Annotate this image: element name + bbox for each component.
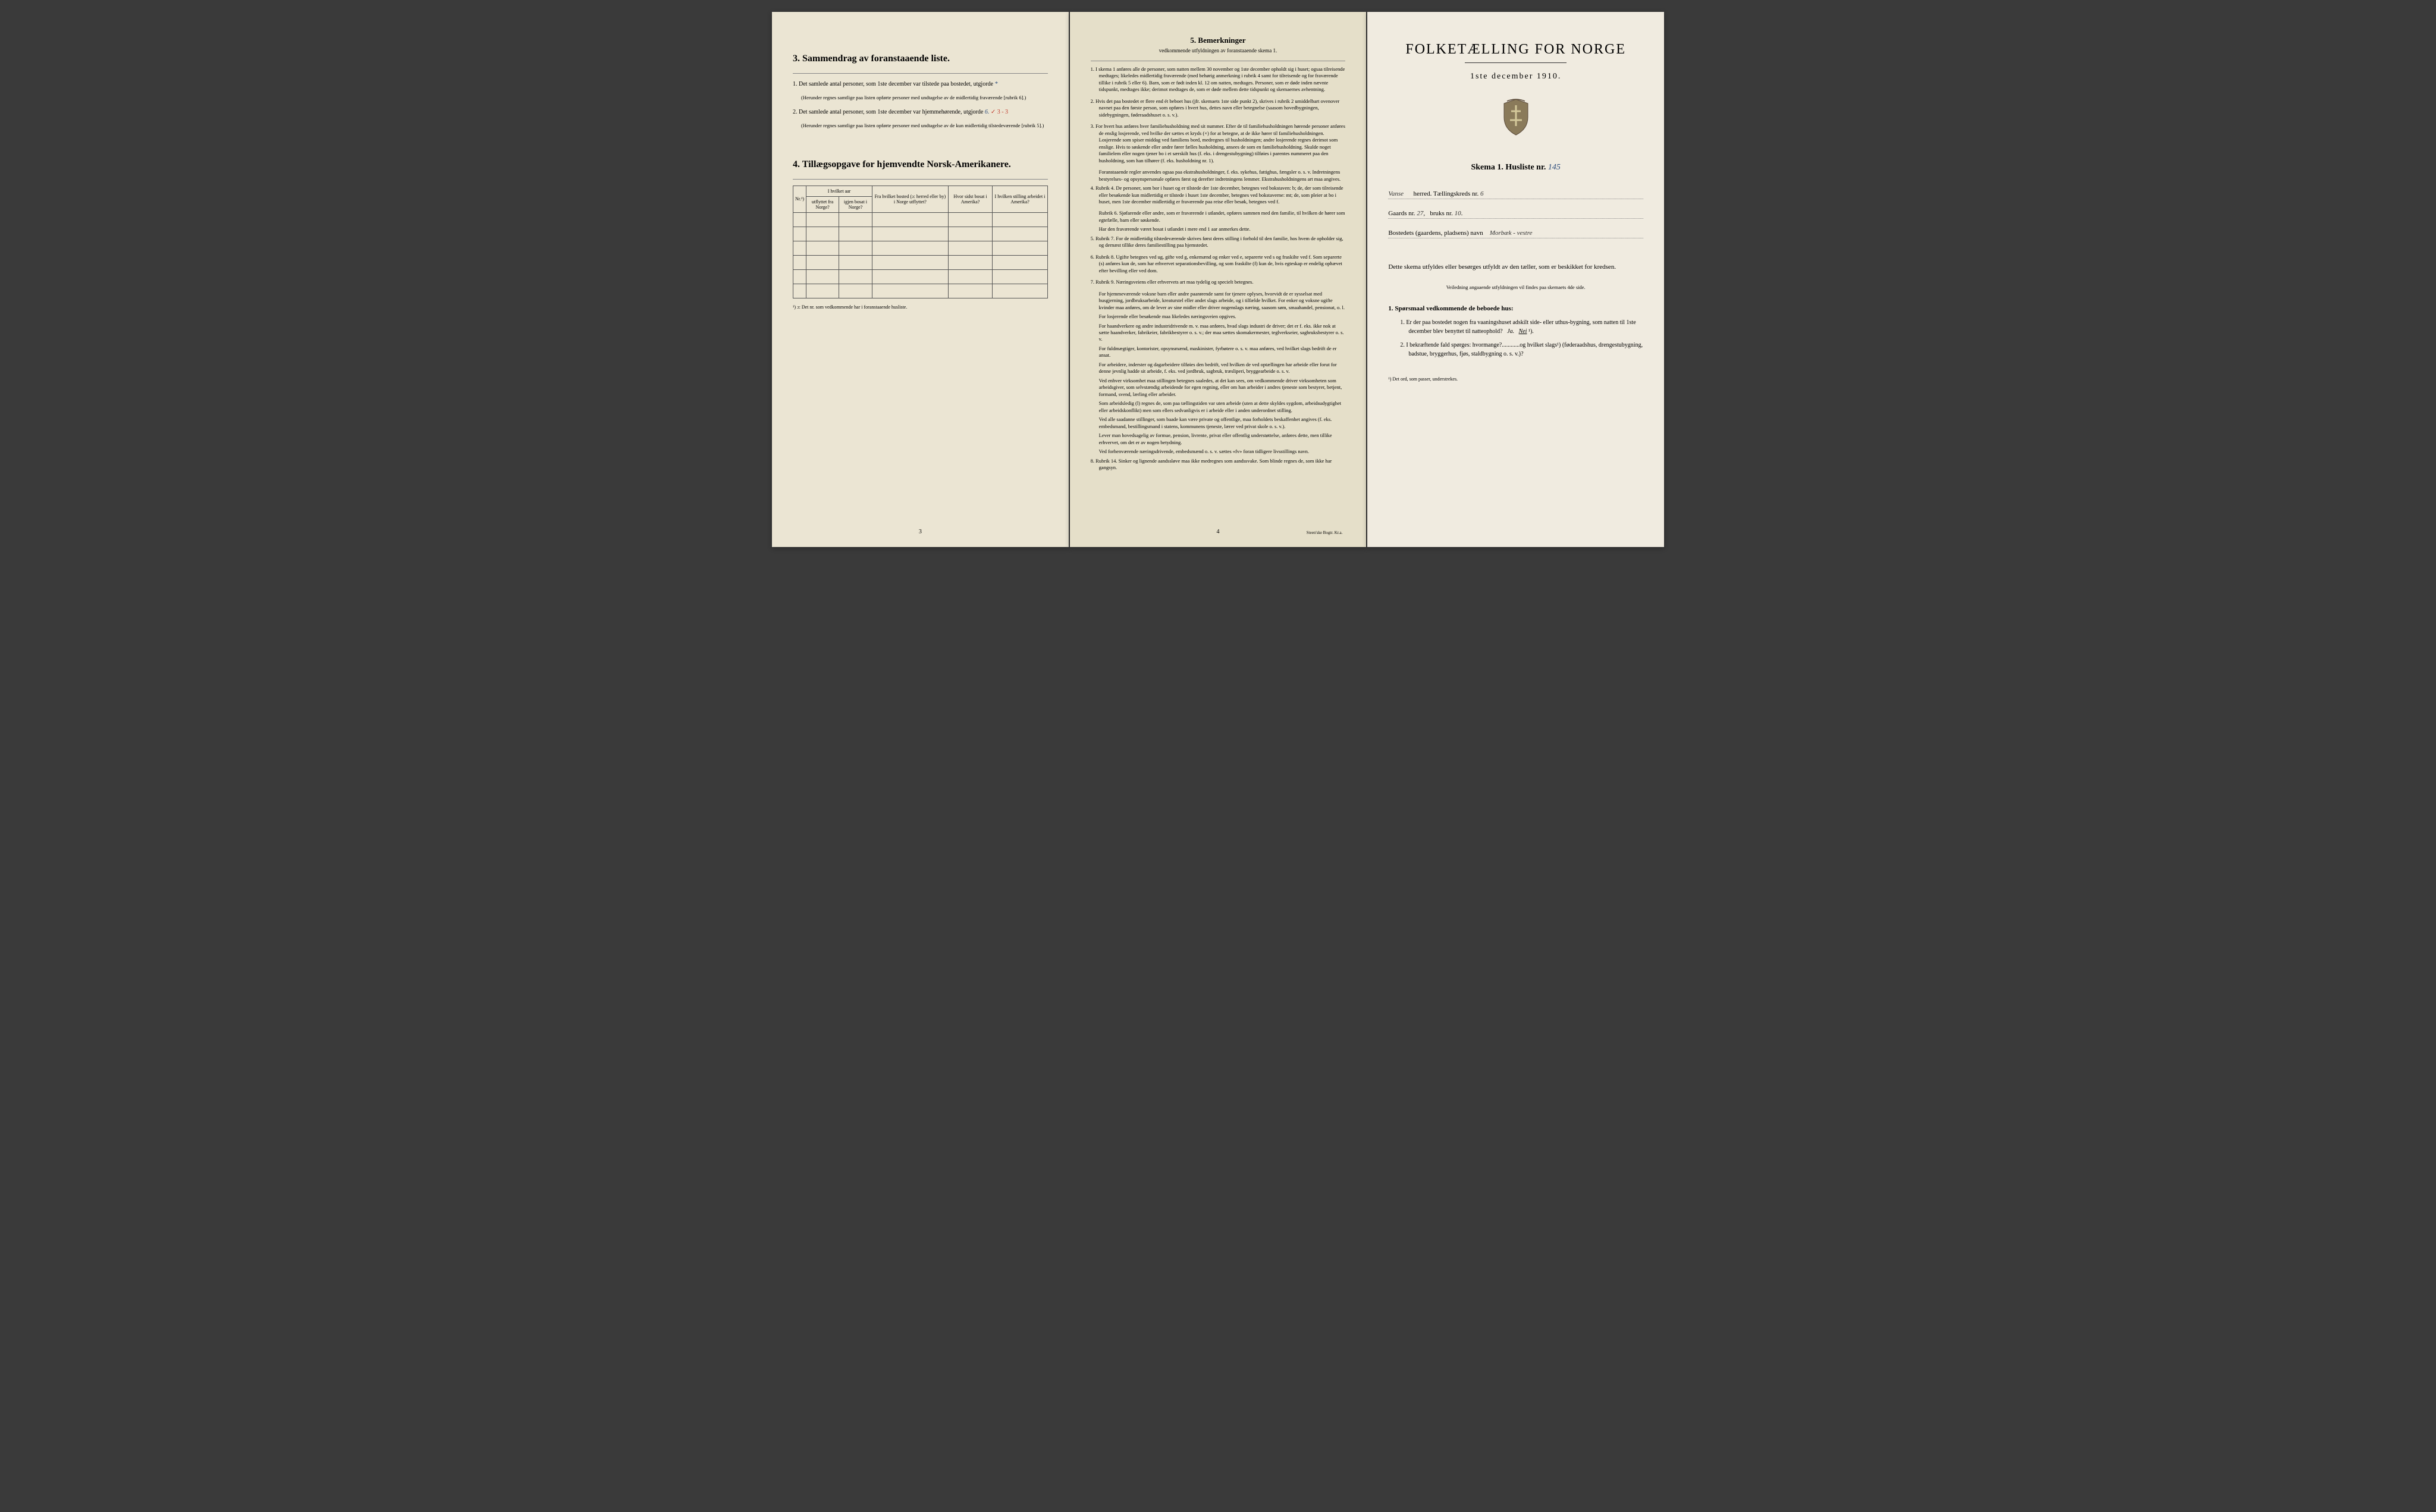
bem-6: 6. Rubrik 8. Ugifte betegnes ved ug, gif… (1091, 254, 1346, 274)
bem-4: 4. Rubrik 4. De personer, som bor i huse… (1091, 185, 1346, 205)
bem-7c: For haandverkere og andre industridriven… (1099, 323, 1346, 343)
th-bosted: Fra hvilket bosted (ɔ: herred eller by) … (872, 186, 948, 212)
bem-5: 5. Rubrik 7. For de midlertidig tilstede… (1091, 235, 1346, 249)
document-spread: 3. Sammendrag av foranstaaende liste. 1.… (772, 12, 1664, 547)
right-footnote: ¹) Det ord, som passer, understrekes. (1388, 376, 1643, 382)
title-rule (1465, 62, 1567, 63)
intro-text: Dette skema utfyldes eller besørges utfy… (1388, 262, 1643, 272)
bem-7g: Som arbeidsledig (l) regnes de, som paa … (1099, 400, 1346, 414)
th-utflyttet: utflyttet fra Norge? (806, 196, 839, 212)
bem-3: 3. For hvert hus anføres hver familiehus… (1091, 123, 1346, 164)
gaards-nr: 27 (1417, 210, 1423, 217)
bosted-fill: Morbæk - vestre (1490, 230, 1533, 237)
item-2: 2. Det samlede antal personer, som 1ste … (793, 108, 1048, 117)
bosted-row: Bostedets (gaardens, pladsens) navn Morb… (1388, 230, 1643, 238)
bruks-label: bruks nr. (1430, 210, 1453, 217)
item-2-fill: 6. (985, 109, 990, 115)
th-stilling: I hvilken stilling arbeidet i Amerika? (993, 186, 1047, 212)
bem-7: 7. Rubrik 9. Næringsveiens eller erhverv… (1091, 279, 1346, 285)
page-num-3: 3 (919, 529, 922, 535)
item-2-note: (Herunder regnes samtlige paa listen opf… (801, 122, 1048, 130)
section-4-title: 4. Tillægsopgave for hjemvendte Norsk-Am… (793, 159, 1048, 170)
item-1-text: 1. Det samlede antal personer, som 1ste … (793, 81, 993, 87)
q2: 2. I bekræftende fald spørges: hvormange… (1400, 341, 1643, 359)
bemerkninger: 1. I skema 1 anføres alle de personer, s… (1091, 66, 1346, 471)
bem-4b: Har den fraværende været bosat i utlande… (1099, 226, 1346, 232)
bem-4a: Rubrik 6. Sjøfarende eller andre, som er… (1099, 210, 1346, 224)
bem-7e: For arbeidere, inderster og dagarbeidere… (1099, 362, 1346, 375)
divider (793, 179, 1048, 180)
bruks-nr: 10 (1455, 210, 1461, 217)
bem-7a: For hjemmeværende voksne barn eller andr… (1099, 291, 1346, 311)
page-3: 3. Sammendrag av foranstaaende liste. 1.… (772, 12, 1069, 547)
skema-line: Skema 1. Husliste nr. 145 (1388, 163, 1643, 172)
bem-7d: For fuldmægtiger, kontorister, opsynsmæn… (1099, 345, 1346, 359)
item-1-fill: * (994, 81, 997, 87)
tillaeg-tbody (793, 212, 1048, 298)
q1-answer: Nei (1519, 328, 1527, 335)
th-hvor: Hvor sidst bosat i Amerika? (948, 186, 993, 212)
printer-mark: Steen'ske Bogtr. Kr.a. (1307, 530, 1343, 535)
kreds-nr: 6 (1480, 190, 1484, 197)
page-num-4: 4 (1217, 529, 1220, 535)
date-line: 1ste december 1910. (1388, 72, 1643, 81)
th-nr: Nr.¹) (793, 186, 806, 212)
gaards-label: Gaards nr. (1388, 210, 1415, 217)
bem-3a: Foranstaaende regler anvendes ogsaa paa … (1099, 169, 1346, 183)
bem-7h: Ved alle saadanne stillinger, som baade … (1099, 416, 1346, 430)
bem-8: 8. Rubrik 14. Sinker og lignende aandssl… (1091, 458, 1346, 471)
skema-label: Skema 1. Husliste nr. (1471, 163, 1546, 172)
q-heading: 1. Spørsmaal vedkommende de beboede hus: (1388, 305, 1643, 312)
husliste-nr: 145 (1548, 163, 1561, 172)
bem-1: 1. I skema 1 anføres alle de personer, s… (1091, 66, 1346, 93)
item-1: 1. Det samlede antal personer, som 1ste … (793, 80, 1048, 89)
section-5-subtitle: vedkommende utfyldningen av foranstaaend… (1091, 48, 1346, 54)
coat-of-arms-icon (1388, 96, 1643, 145)
bosted-label: Bostedets (gaardens, pladsens) navn (1388, 230, 1483, 237)
herred-fill: Vanse (1388, 190, 1404, 197)
th-igjen: igjen bosat i Norge? (839, 196, 872, 212)
main-title: FOLKETÆLLING FOR NORGE (1388, 42, 1643, 58)
th-aar: I hvilket aar (806, 186, 872, 196)
item-1-note: (Herunder regnes samtlige paa listen opf… (801, 95, 1048, 102)
section-5-title: 5. Bemerkninger (1091, 36, 1346, 45)
intro-note: Veiledning angaaende utfyldningen vil fi… (1388, 284, 1643, 290)
bem-7j: Ved forhenværende næringsdrivende, embed… (1099, 448, 1346, 455)
page-cover: FOLKETÆLLING FOR NORGE 1ste december 191… (1367, 12, 1664, 547)
tillaeg-table: Nr.¹) I hvilket aar Fra hvilket bosted (… (793, 186, 1048, 298)
page-4: 5. Bemerkninger vedkommende utfyldningen… (1070, 12, 1367, 547)
bem-7f: Ved enhver virksomhet maa stillingen bet… (1099, 378, 1346, 398)
bem-2: 2. Hvis det paa bostedet er flere end ét… (1091, 98, 1346, 118)
left-footnote: ¹) ɔ: Det nr. som vedkommende har i fora… (793, 304, 1048, 310)
item-2-red: ✓ 3 - 3 (991, 109, 1008, 115)
bem-7b: For losjerende eller besøkende maa likel… (1099, 313, 1346, 320)
divider (793, 73, 1048, 74)
bem-7i: Lever man hovedsagelig av formue, pensio… (1099, 432, 1346, 446)
q1: 1. Er der paa bostedet nogen fra vaaning… (1400, 318, 1643, 336)
section-3-title: 3. Sammendrag av foranstaaende liste. (793, 54, 1048, 64)
herred-row: Vanse herred. Tællingskreds nr. 6 (1388, 190, 1643, 199)
herred-label: herred. Tællingskreds nr. (1414, 190, 1479, 197)
item-2-text: 2. Det samlede antal personer, som 1ste … (793, 109, 983, 115)
gaards-row: Gaards nr. 27, bruks nr. 10. (1388, 210, 1643, 219)
